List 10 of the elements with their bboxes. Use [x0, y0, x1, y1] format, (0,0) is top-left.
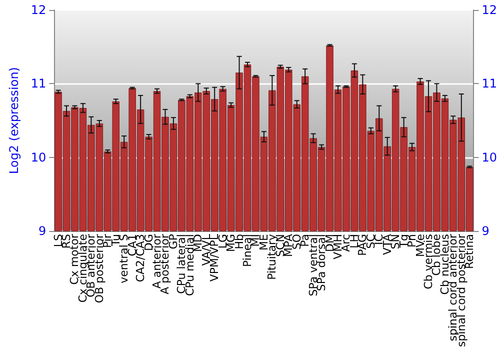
y-tick-label: 9: [38, 224, 46, 238]
y2-tick-label: 9: [482, 224, 490, 238]
x-tick-label: Pituitary: [266, 234, 279, 280]
y2-tick-label: 12: [482, 3, 498, 17]
y2-tick-label: 10: [482, 150, 498, 164]
y-axis-title: Log2 (expression): [7, 67, 21, 174]
y-tick-label: 12: [30, 3, 46, 17]
y-tick-label: 10: [30, 150, 46, 164]
y2-tick-label: 11: [482, 76, 498, 91]
y-tick-label: 11: [30, 76, 46, 91]
